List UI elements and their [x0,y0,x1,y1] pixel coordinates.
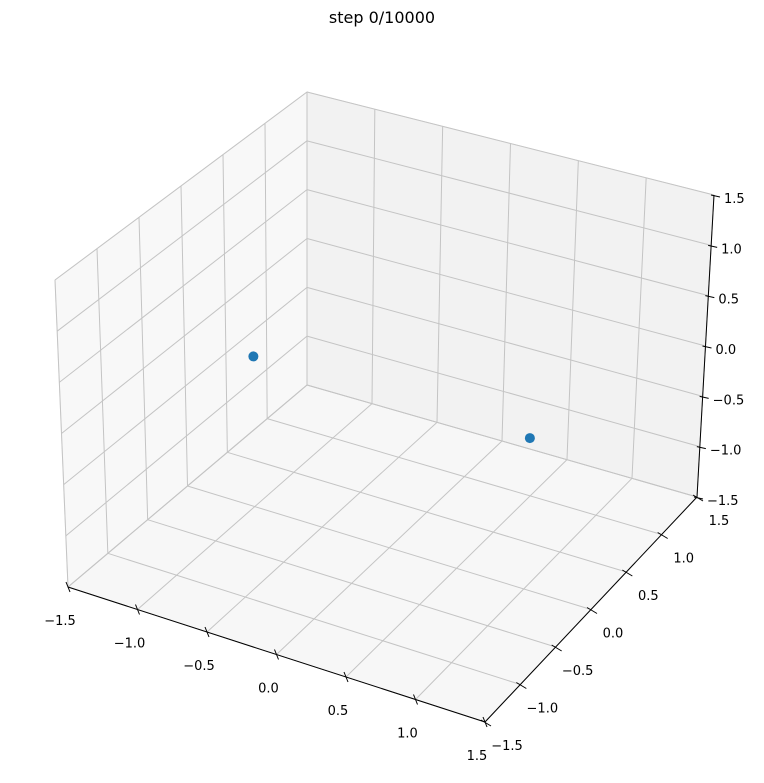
x-tick [413,694,418,705]
x-tick-label: 1.5 [467,749,488,764]
x-tick-label: 0.5 [328,704,349,719]
x-tick [274,649,279,660]
z-tick-label: 0.5 [718,293,739,308]
y-tick [622,569,633,577]
z-tick-label: 0.0 [716,343,737,358]
y-tick-label: −0.5 [562,664,594,679]
z-tick-label: −1.0 [710,444,742,459]
y-tick-label: 1.0 [673,552,694,567]
back-wall-grid-line-z [306,91,715,196]
z-tick [699,395,709,399]
z-tick [705,295,715,299]
x-tick [65,581,71,593]
y-tick [480,719,492,727]
z-tick-label: −0.5 [713,393,745,408]
left-wall-grid-line-z [54,91,308,281]
z-axis-line [696,194,715,498]
z-tick [710,194,721,198]
scatter-point [248,351,259,362]
chart-title: step 0/10000 [328,8,436,27]
x-tick-label: −1.5 [44,614,76,629]
x-tick [135,604,140,615]
z-tick [696,446,706,450]
y-tick [657,532,668,539]
z-tick [702,345,712,349]
y-tick-label: 1.5 [709,514,730,529]
y-tick [692,494,704,502]
floor-grid-line-y [306,384,698,498]
y-tick [586,607,598,614]
x-tick [482,716,488,728]
x-tick-label: 1.0 [397,727,418,742]
x-tick-label: −1.0 [114,637,146,652]
left-wall-grid-line-z [56,140,308,332]
floor-grid-line-y [267,418,662,535]
y-tick [551,644,562,652]
y-tick-label: −1.0 [527,702,559,717]
z-tick-label: −1.5 [707,494,739,509]
x-tick-label: 0.0 [258,682,279,697]
z-tick [708,244,718,248]
z-tick-label: 1.0 [721,242,742,257]
x-tick [204,626,210,638]
z-tick-label: 1.5 [724,192,745,207]
back-wall-grid-line-z [306,140,712,246]
x-tick [343,671,349,683]
y-tick-label: 0.0 [603,627,624,642]
y-tick [516,682,527,689]
x-tick-label: −0.5 [183,659,215,674]
y-tick-label: −1.5 [491,739,523,754]
scatter-point [524,433,535,444]
y-tick-label: 0.5 [638,589,659,604]
